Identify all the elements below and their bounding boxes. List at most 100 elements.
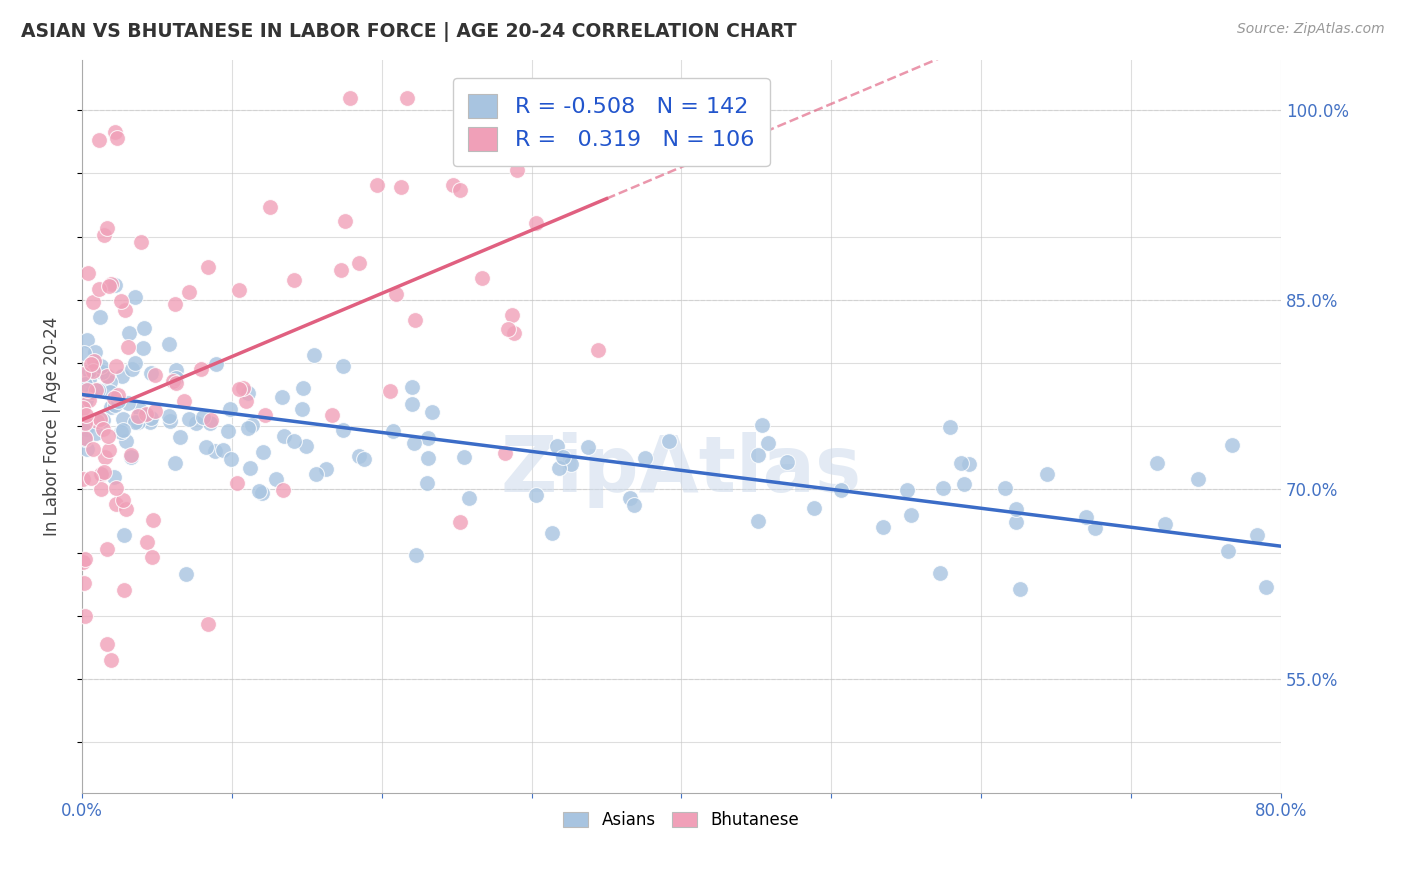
Point xyxy=(97,428,120,442)
Point xyxy=(89,134,111,148)
Text: ZipAtlas: ZipAtlas xyxy=(501,432,862,508)
Point xyxy=(524,216,547,230)
Point xyxy=(135,408,157,422)
Point xyxy=(79,392,101,407)
Point xyxy=(441,178,464,192)
Point xyxy=(90,359,112,374)
Point xyxy=(91,422,114,436)
Point xyxy=(1005,516,1028,530)
Point xyxy=(97,369,120,384)
Point xyxy=(76,384,98,398)
Point xyxy=(516,90,538,104)
Point xyxy=(751,417,773,432)
Point xyxy=(84,426,107,441)
Point xyxy=(502,326,524,340)
Point xyxy=(132,341,155,355)
Point xyxy=(75,422,97,436)
Point xyxy=(803,500,825,515)
Point xyxy=(93,465,115,479)
Point xyxy=(162,374,184,388)
Point xyxy=(117,396,139,410)
Point xyxy=(253,408,276,422)
Point xyxy=(471,270,494,285)
Point xyxy=(96,220,118,235)
Point xyxy=(385,286,408,301)
Point xyxy=(163,375,186,389)
Point xyxy=(117,340,139,354)
Point xyxy=(75,609,97,624)
Point xyxy=(932,481,955,495)
Point xyxy=(135,407,157,421)
Point xyxy=(111,369,134,384)
Point xyxy=(283,434,305,449)
Point xyxy=(332,359,354,374)
Point xyxy=(449,515,471,529)
Point xyxy=(100,400,122,414)
Point xyxy=(939,420,962,434)
Point xyxy=(485,90,508,104)
Point xyxy=(501,309,523,323)
Point xyxy=(619,491,641,506)
Point xyxy=(238,386,260,401)
Point xyxy=(75,393,97,408)
Point xyxy=(404,313,426,327)
Point xyxy=(163,456,186,470)
Point xyxy=(112,583,135,598)
Point xyxy=(73,346,96,360)
Point xyxy=(1036,467,1059,482)
Legend: Asians, Bhutanese: Asians, Bhutanese xyxy=(557,805,806,836)
Point xyxy=(586,343,609,357)
Point xyxy=(506,163,529,178)
Point xyxy=(98,376,121,390)
Point xyxy=(240,418,263,433)
Point xyxy=(82,364,104,378)
Point xyxy=(252,445,274,459)
Point xyxy=(107,388,129,402)
Point xyxy=(73,432,96,446)
Point xyxy=(115,434,138,448)
Point xyxy=(97,279,120,293)
Point xyxy=(396,90,419,104)
Point xyxy=(103,469,125,483)
Point xyxy=(104,398,127,412)
Point xyxy=(124,290,146,304)
Point xyxy=(498,322,520,336)
Point xyxy=(402,436,425,450)
Point xyxy=(107,393,129,408)
Point xyxy=(105,131,128,145)
Point xyxy=(747,448,769,462)
Point xyxy=(84,383,107,397)
Point xyxy=(259,200,281,214)
Point xyxy=(118,326,141,340)
Point xyxy=(90,467,112,481)
Point xyxy=(120,450,142,464)
Point xyxy=(73,376,96,391)
Y-axis label: In Labor Force | Age 20-24: In Labor Force | Age 20-24 xyxy=(44,317,60,536)
Point xyxy=(295,439,318,453)
Point xyxy=(165,371,187,385)
Point xyxy=(382,425,405,439)
Point xyxy=(87,384,110,398)
Point xyxy=(143,404,166,418)
Point xyxy=(949,456,972,470)
Point xyxy=(271,390,294,404)
Point xyxy=(190,361,212,376)
Point xyxy=(1074,509,1097,524)
Point xyxy=(72,472,94,486)
Point xyxy=(129,235,152,249)
Point xyxy=(197,260,219,274)
Point xyxy=(104,125,127,139)
Point xyxy=(494,446,516,460)
Point xyxy=(141,366,163,380)
Point xyxy=(111,412,134,426)
Point xyxy=(957,458,980,472)
Point xyxy=(200,416,222,430)
Point xyxy=(124,415,146,429)
Point xyxy=(105,359,128,374)
Point xyxy=(165,376,187,390)
Point xyxy=(121,362,143,376)
Point xyxy=(1004,501,1026,516)
Point xyxy=(226,476,249,491)
Point xyxy=(104,498,127,512)
Point xyxy=(378,384,401,399)
